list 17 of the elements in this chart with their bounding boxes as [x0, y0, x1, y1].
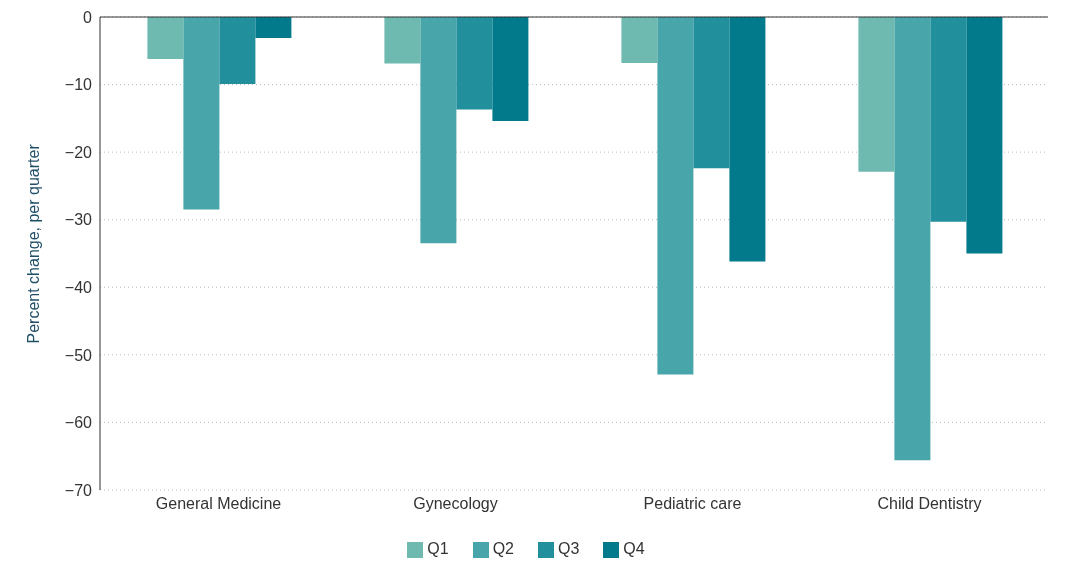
- y-tick-label: −20: [64, 143, 93, 161]
- legend-label: Q3: [558, 540, 580, 557]
- x-tick-label: Child Dentistry: [877, 495, 982, 513]
- y-tick-label: −70: [64, 481, 93, 499]
- y-tick-label: −50: [64, 346, 93, 364]
- y-axis-title: Percent change, per quarter: [24, 143, 42, 344]
- x-tick-label: Gynecology: [413, 495, 498, 513]
- y-tick-label: 0: [83, 8, 93, 26]
- y-tick-label: −40: [64, 278, 93, 296]
- legend-label: Q1: [427, 540, 449, 557]
- x-tick-label: General Medicine: [155, 495, 282, 513]
- y-tick-label: −30: [64, 211, 93, 229]
- legend-label: Q4: [623, 540, 645, 557]
- x-tick-label: Pediatric care: [643, 495, 742, 513]
- legend-label: Q2: [492, 540, 514, 557]
- y-tick-label: −10: [64, 76, 93, 94]
- y-tick-label: −60: [64, 414, 93, 432]
